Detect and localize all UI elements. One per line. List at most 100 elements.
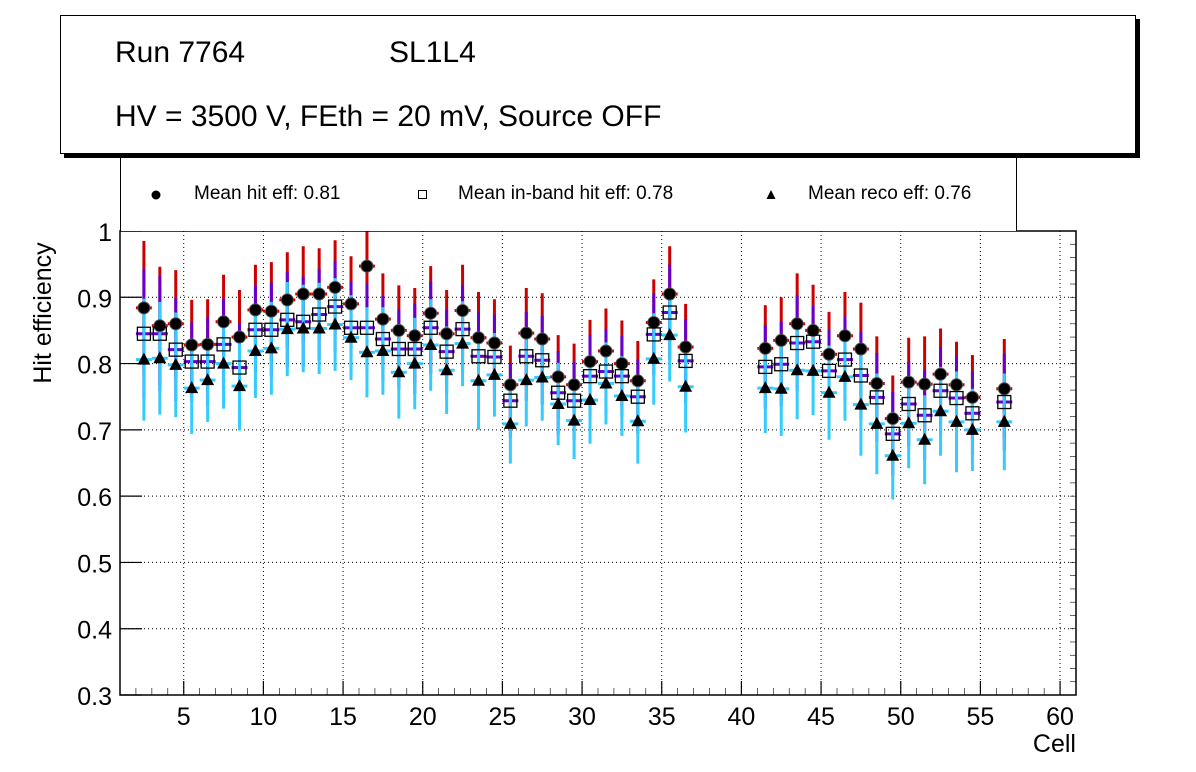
inband-eff-point bbox=[678, 353, 693, 369]
reco-eff-point bbox=[997, 414, 1011, 427]
reco-eff-point bbox=[854, 397, 868, 410]
reco-eff-point bbox=[472, 373, 485, 386]
hit-eff-point bbox=[503, 378, 517, 392]
reco-eff-point bbox=[535, 370, 549, 383]
hit-eff-point bbox=[647, 315, 661, 329]
reco-eff-point bbox=[137, 352, 151, 365]
hit-eff-point bbox=[854, 342, 868, 356]
hit-eff-point bbox=[599, 344, 613, 358]
hit-eff-point bbox=[408, 329, 422, 343]
inband-eff-point bbox=[566, 393, 582, 408]
hit-eff-point bbox=[360, 259, 374, 273]
reco-eff-point bbox=[663, 328, 677, 341]
x-tick-label: 25 bbox=[488, 703, 516, 731]
hit-eff-point bbox=[519, 326, 533, 340]
x-tick-label: 40 bbox=[727, 703, 755, 731]
reco-eff-point bbox=[774, 381, 788, 394]
x-axis-label: Cell bbox=[1033, 730, 1076, 758]
hit-eff-point bbox=[822, 347, 836, 361]
inband-eff-point bbox=[391, 341, 406, 357]
hit-eff-point bbox=[790, 317, 804, 331]
reco-eff-point bbox=[519, 373, 533, 386]
x-tick-label: 20 bbox=[409, 703, 437, 731]
reco-eff-point bbox=[838, 369, 852, 382]
conditions-label: HV = 3500 V, FEth = 20 mV, Source OFF bbox=[115, 100, 662, 133]
hit-eff-point bbox=[918, 377, 932, 391]
inband-eff-point bbox=[216, 337, 231, 352]
hit-eff-point bbox=[774, 333, 788, 347]
y-axis-label: Hit efficiency bbox=[29, 242, 57, 384]
inband-eff-point bbox=[614, 369, 630, 384]
y-tick-label: 1 bbox=[98, 219, 112, 247]
layer-label: SL1L4 bbox=[389, 36, 476, 69]
inband-eff-point bbox=[439, 344, 454, 359]
inband-eff-point bbox=[184, 354, 199, 369]
reco-eff-point bbox=[296, 321, 310, 334]
reco-eff-point bbox=[233, 379, 246, 392]
reco-eff-point bbox=[264, 341, 278, 354]
reco-eff-point bbox=[790, 363, 804, 376]
inband-eff-point bbox=[487, 349, 502, 365]
hit-eff-point bbox=[424, 306, 438, 320]
reco-eff-point bbox=[217, 356, 231, 369]
reco-eff-point bbox=[583, 393, 597, 406]
hit-eff-point bbox=[376, 312, 390, 326]
reco-eff-point bbox=[902, 416, 916, 429]
inband-eff-point bbox=[758, 359, 773, 375]
inband-eff-point bbox=[917, 408, 932, 423]
reco-eff-point bbox=[376, 343, 390, 356]
hit-eff-point bbox=[615, 357, 629, 371]
error-bars bbox=[135, 231, 1013, 500]
reco-eff-point bbox=[328, 317, 342, 330]
reco-eff-point bbox=[965, 422, 979, 435]
inband-eff-point bbox=[232, 360, 247, 375]
inband-eff-point bbox=[774, 357, 789, 372]
legend-entry-hit-eff: Mean hit eff: 0.81 bbox=[194, 183, 341, 204]
axes: 0.30.40.50.60.70.80.915 10 15 20 25 30 35 40 45 5… bbox=[77, 219, 1076, 731]
inband-eff-point bbox=[790, 335, 805, 351]
hit-eff-point bbox=[153, 319, 167, 333]
y-tick-label: 0.7 bbox=[77, 418, 112, 446]
reco-eff-point bbox=[456, 336, 470, 349]
inband-eff-point bbox=[471, 349, 486, 364]
inband-eff-point bbox=[264, 322, 279, 337]
reco-eff-point bbox=[280, 322, 294, 335]
reco-eff-point bbox=[153, 351, 167, 364]
hit-eff-point bbox=[440, 327, 454, 341]
reco-eff-point bbox=[392, 365, 406, 378]
reco-eff-point bbox=[950, 414, 963, 427]
hit-eff-point bbox=[487, 336, 501, 350]
y-tick-label: 0.8 bbox=[77, 352, 112, 380]
y-tick-label: 0.5 bbox=[77, 550, 112, 578]
hit-eff-point bbox=[328, 280, 342, 294]
hit-eff-point bbox=[886, 412, 900, 426]
reco-eff-point bbox=[487, 367, 501, 380]
x-tick-label: 35 bbox=[648, 703, 676, 731]
hit-eff-point bbox=[280, 293, 294, 307]
inband-eff-point bbox=[837, 352, 853, 367]
reco-eff-point bbox=[918, 432, 932, 445]
inband-eff-point bbox=[535, 353, 550, 368]
legend: Mean hit eff: 0.81 Mean in-band hit eff:… bbox=[120, 156, 1017, 231]
hit-eff-point bbox=[217, 315, 231, 329]
inband-eff-point bbox=[359, 320, 375, 335]
inband-eff-point bbox=[885, 426, 900, 441]
inband-eff-point bbox=[933, 383, 948, 398]
x-tick-label: 60 bbox=[1046, 703, 1074, 731]
hit-eff-point bbox=[950, 378, 963, 392]
hit-eff-point bbox=[838, 329, 852, 343]
grid bbox=[120, 231, 1076, 695]
x-tick-label: 55 bbox=[966, 703, 994, 731]
hit-eff-point bbox=[392, 323, 406, 337]
inband-eff-point bbox=[327, 299, 343, 314]
reco-eff-point bbox=[248, 343, 262, 356]
hit-eff-point bbox=[997, 382, 1011, 396]
hit-eff-point bbox=[344, 297, 358, 311]
reco-eff-point bbox=[201, 373, 215, 386]
hit-eff-point bbox=[583, 355, 597, 369]
reco-eff-point bbox=[503, 416, 517, 429]
run-label: Run 7764 bbox=[115, 36, 246, 69]
reco-eff-point bbox=[344, 330, 358, 343]
inband-eff-point bbox=[519, 349, 534, 364]
reco-eff-point bbox=[615, 389, 629, 402]
